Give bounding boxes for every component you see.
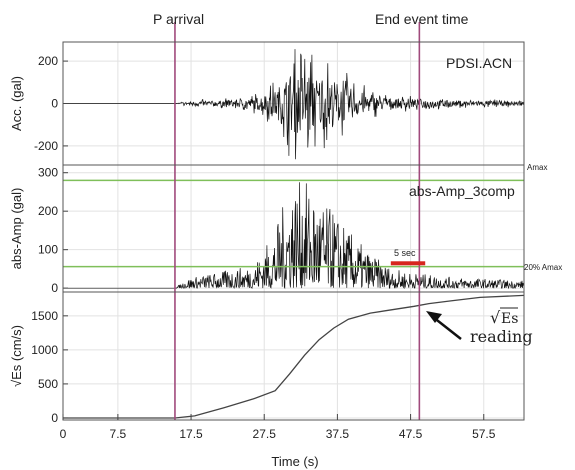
component-label: abs-Amp_3comp	[409, 183, 515, 199]
xtick-label-2: 17.5	[179, 427, 203, 441]
acc-trace	[63, 49, 524, 160]
xtick-label-0: 0	[60, 427, 67, 441]
tick-labels: -200 0 200 0 100 200 300 0 500 1000 1500 0 7.5 17.5 27…	[31, 54, 495, 441]
station-label: PDSI.ACN	[446, 55, 512, 71]
ytick-label-1-2: 200	[38, 204, 58, 218]
sqrt-es-curve	[63, 294, 525, 419]
panel-frame-2	[62, 291, 525, 421]
y-axis-label-2: √Es (cm/s)	[9, 325, 24, 387]
xtick-label-6: 57.5	[472, 427, 496, 441]
ytick-label-2-1: 500	[38, 377, 58, 391]
ytick-label-0-2: 200	[38, 54, 58, 68]
xtick-label-3: 27.5	[253, 427, 277, 441]
callout-sqrt-symbol: √	[490, 308, 501, 327]
panel-frames	[62, 41, 525, 421]
callout-reading-text: reading	[470, 327, 533, 346]
y-axis-labels: Acc. (gal) abs-Amp (gal) √Es (cm/s)	[9, 76, 24, 387]
callout-arrow-head	[426, 311, 442, 323]
y-axis-label-0: Acc. (gal)	[9, 76, 24, 131]
amax-label: Amax	[527, 163, 547, 172]
xtick-label-1: 7.5	[110, 427, 127, 441]
ytick-label-1-1: 100	[38, 243, 58, 257]
pct-amax-label: 20% Amax	[524, 263, 562, 272]
guide-lines	[63, 22, 524, 420]
sqrt-es-callout: √ Es reading	[426, 307, 533, 346]
ytick-label-1-3: 300	[38, 166, 58, 180]
callout-es-text: Es	[501, 311, 518, 327]
ytick-label-0-0: -200	[34, 139, 58, 153]
y-axis-label-1: abs-Amp (gal)	[9, 188, 24, 270]
p-arrival-label: P arrival	[153, 11, 204, 27]
ytick-label-2-3: 1500	[31, 309, 58, 323]
window-label: 5 sec	[394, 248, 416, 258]
xtick-label-5: 47.5	[399, 427, 423, 441]
x-axis-title: Time (s)	[271, 454, 318, 469]
callout-arrow-shaft	[432, 316, 462, 340]
ytick-label-0-1: 0	[51, 97, 58, 111]
window-bar	[390, 261, 426, 266]
abs-amp-trace	[63, 182, 524, 290]
traces	[63, 49, 525, 419]
ytick-label-2-2: 1000	[31, 343, 58, 357]
end-event-label: End event time	[375, 11, 469, 27]
ytick-label-2-0: 0	[51, 411, 58, 425]
ytick-label-1-0: 0	[51, 281, 58, 295]
xtick-label-4: 37.5	[326, 427, 350, 441]
grid-lines	[62, 42, 524, 420]
